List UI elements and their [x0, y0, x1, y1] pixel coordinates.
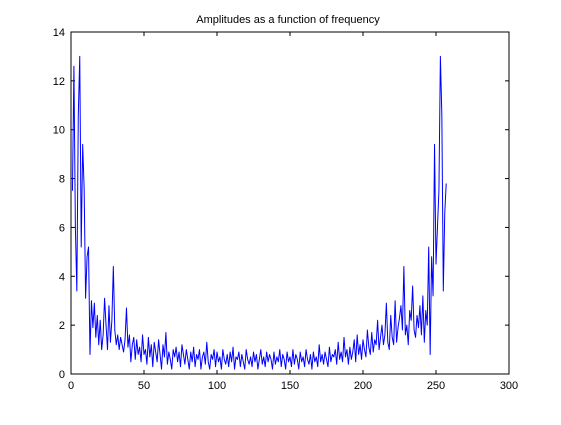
chart-title: Amplitudes as a function of frequency: [196, 14, 380, 26]
x-tick-label: 300: [500, 380, 518, 392]
plot-frame: [71, 32, 509, 374]
y-tick-label: 8: [59, 174, 65, 186]
x-tick-label: 0: [68, 380, 74, 392]
y-tick-label: 4: [59, 271, 65, 283]
series-line: [72, 56, 446, 369]
y-tick-label: 14: [53, 27, 65, 39]
y-tick-label: 12: [53, 76, 65, 88]
x-tick-label: 250: [427, 380, 445, 392]
x-tick-label: 150: [281, 380, 299, 392]
y-tick-label: 6: [59, 222, 65, 234]
y-tick-label: 2: [59, 320, 65, 332]
x-tick-label: 50: [138, 380, 150, 392]
x-tick-label: 200: [354, 380, 372, 392]
y-tick-label: 10: [53, 125, 65, 137]
y-tick-label: 0: [59, 369, 65, 381]
x-tick-label: 100: [208, 380, 226, 392]
